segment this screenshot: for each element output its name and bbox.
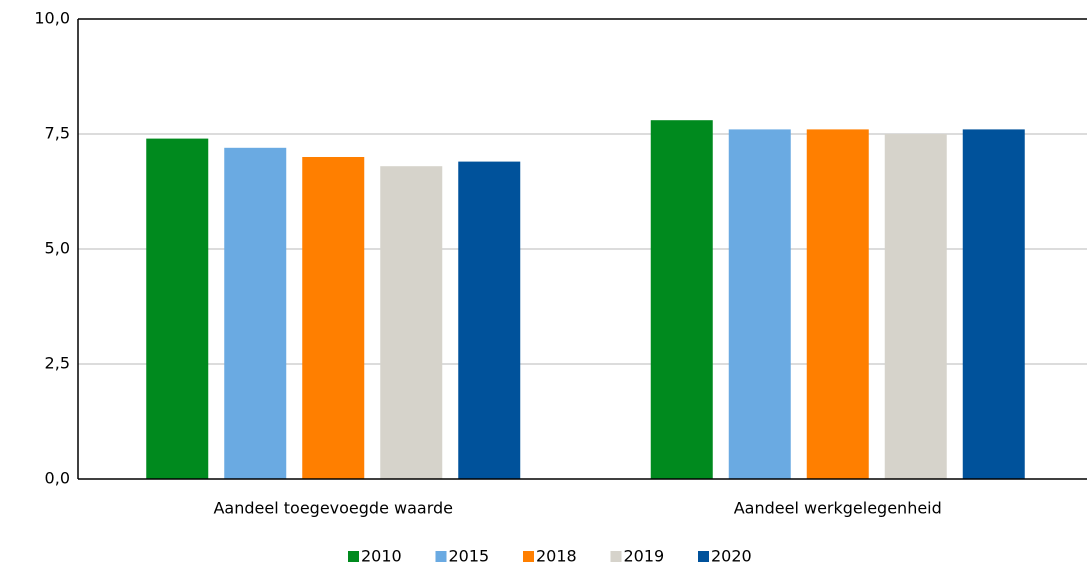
bar	[380, 166, 443, 479]
bar	[302, 157, 365, 479]
legend-swatch	[610, 551, 622, 562]
bar	[806, 129, 869, 479]
bar	[146, 138, 209, 479]
legend-swatch	[348, 551, 359, 562]
bar	[884, 134, 947, 479]
x-tick-label: Aandeel toegevoegde waarde	[213, 499, 453, 518]
legend-label: 2019	[624, 547, 665, 566]
y-tick-label: 0,0	[45, 469, 70, 488]
x-tick-label: Aandeel werkgelegenheid	[734, 499, 942, 518]
bar	[458, 161, 521, 479]
bar	[224, 147, 287, 480]
bar	[962, 129, 1025, 479]
legend-swatch	[698, 551, 709, 562]
y-tick-label: 5,0	[45, 239, 70, 258]
legend-swatch	[523, 551, 534, 562]
y-tick-label: 2,5	[45, 354, 70, 373]
legend-swatch	[435, 551, 447, 562]
legend-label: 2010	[361, 547, 402, 566]
bar	[728, 129, 791, 479]
legend-label: 2015	[449, 547, 490, 566]
y-tick-label: 10,0	[34, 9, 70, 28]
y-tick-label: 7,5	[45, 124, 70, 143]
bar	[650, 120, 713, 479]
legend-label: 2018	[536, 547, 577, 566]
legend-label: 2020	[711, 547, 752, 566]
